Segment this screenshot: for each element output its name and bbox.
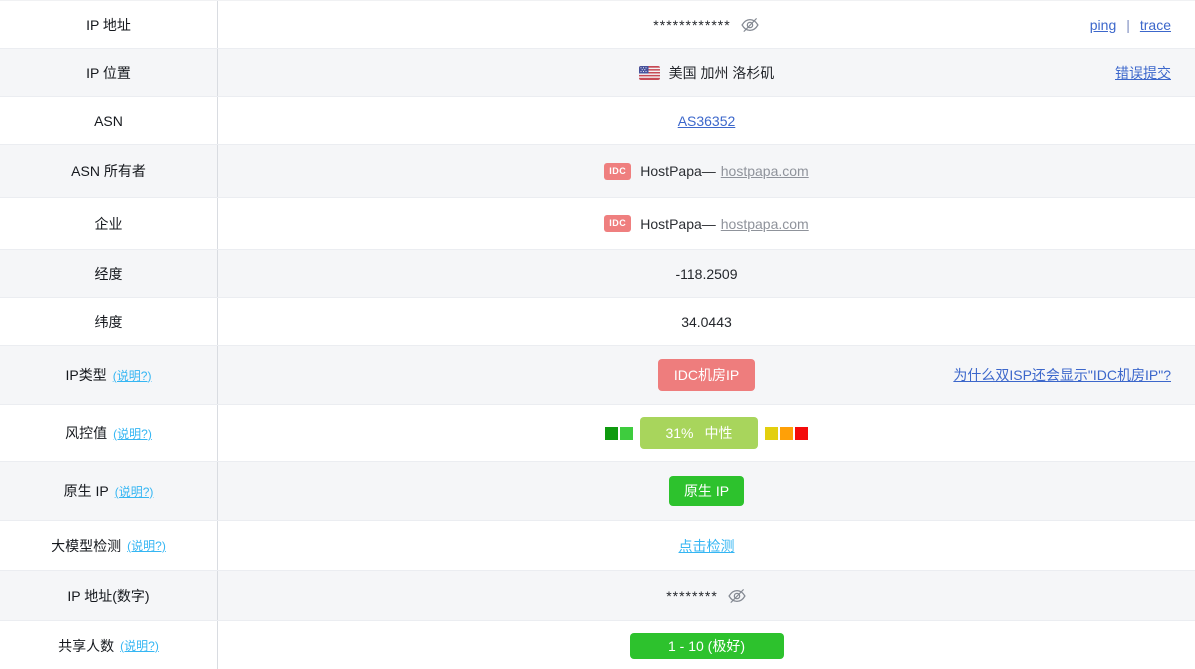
click-detect-link[interactable]: 点击检测 [678, 537, 735, 554]
masked-ip-value: ************ [653, 16, 731, 33]
row-label: IP类型 [65, 367, 107, 383]
row-value-cell: IDC HostPapa— hostpapa.com [218, 145, 1195, 197]
risk-meter: 31% 中性 [605, 417, 808, 449]
row-label: IP 地址(数字) [67, 587, 150, 604]
masked-ip-numeric-value: ******** [666, 587, 718, 604]
explain-link[interactable]: (说明?) [127, 539, 166, 553]
latitude-value: 34.0443 [681, 313, 732, 330]
ip-type-question: 为什么双ISP还会显示"IDC机房IP"? [953, 365, 1171, 385]
link-separator: | [1126, 16, 1130, 33]
row-label-cell: 经度 [0, 250, 218, 297]
row-llm-detect: 大模型检测 (说明?) 点击检测 [0, 521, 1195, 571]
risk-square-red [795, 426, 808, 440]
row-value-cell: 原生 IP [218, 462, 1195, 520]
row-label: 共享人数 [58, 637, 115, 654]
row-label: 纬度 [94, 313, 123, 330]
row-longitude: 经度 -118.2509 [0, 250, 1195, 298]
row-label: 风控值 [65, 425, 108, 441]
risk-square-orange [780, 426, 793, 440]
row-label-cell: 风控值 (说明?) [0, 405, 218, 461]
eye-off-icon[interactable] [727, 586, 747, 606]
org-name: HostPapa— [640, 163, 716, 179]
row-label-cell: IP 位置 [0, 49, 218, 96]
row-value-cell: IDC HostPapa— hostpapa.com [218, 198, 1195, 249]
explain-link[interactable]: (说明?) [120, 639, 159, 653]
row-value-cell: AS36352 [218, 97, 1195, 144]
risk-scale-high [765, 426, 808, 440]
row-label-cell: IP类型 (说明?) [0, 346, 218, 404]
risk-square-darkgreen [605, 426, 618, 440]
shared-users-badge: 1 - 10 (极好) [629, 632, 784, 659]
row-shared-users: 共享人数 (说明?) 1 - 10 (极好) [0, 621, 1195, 669]
risk-square-yellow [765, 426, 778, 440]
row-label: 原生 IP [63, 483, 109, 499]
ip-type-badge: IDC机房IP [657, 359, 756, 391]
error-report: 错误提交 [1115, 63, 1171, 83]
row-latitude: 纬度 34.0443 [0, 298, 1195, 346]
row-value-cell: ************ ping | trace [218, 1, 1195, 48]
row-risk-score: 风控值 (说明?) 31% 中性 [0, 405, 1195, 462]
row-label: 经度 [94, 265, 123, 282]
explain-link[interactable]: (说明?) [114, 484, 154, 499]
location-text: 美国 加州 洛杉矶 [668, 64, 775, 81]
risk-percent: 31% [665, 425, 694, 441]
risk-level: 中性 [704, 425, 733, 441]
row-label: ASN 所有者 [71, 163, 146, 179]
asn-link[interactable]: AS36352 [677, 112, 736, 129]
row-label-cell: ASN 所有者 [0, 145, 218, 197]
row-label-cell: IP 地址(数字) [0, 571, 218, 620]
us-flag-icon [638, 65, 660, 80]
risk-score-badge: 31% 中性 [640, 417, 758, 449]
row-label-cell: 大模型检测 (说明?) [0, 521, 218, 570]
risk-scale-low [605, 426, 633, 440]
row-value-cell: 美国 加州 洛杉矶 错误提交 [218, 49, 1195, 96]
row-ip-numeric: IP 地址(数字) ******** [0, 571, 1195, 621]
row-label-cell: 企业 [0, 198, 218, 249]
row-label-cell: 原生 IP (说明?) [0, 462, 218, 520]
row-native-ip: 原生 IP (说明?) 原生 IP [0, 462, 1195, 521]
row-value-cell: 31% 中性 [218, 405, 1195, 461]
row-label: IP 地址 [86, 16, 131, 33]
row-value-cell: 34.0443 [218, 298, 1195, 345]
risk-square-green [620, 426, 633, 440]
row-value-cell: IDC机房IP 为什么双ISP还会显示"IDC机房IP"? [218, 346, 1195, 404]
row-label-cell: 纬度 [0, 298, 218, 345]
row-company: 企业 IDC HostPapa— hostpapa.com [0, 198, 1195, 250]
row-label-cell: 共享人数 (说明?) [0, 621, 218, 669]
idc-badge: IDC [604, 215, 632, 232]
why-idc-link[interactable]: 为什么双ISP还会显示"IDC机房IP"? [953, 367, 1171, 383]
org-website-link[interactable]: hostpapa.com [720, 163, 809, 179]
row-label: ASN [94, 112, 123, 129]
org-website-link[interactable]: hostpapa.com [720, 215, 809, 232]
trace-link[interactable]: trace [1139, 16, 1171, 33]
explain-link[interactable]: (说明?) [112, 368, 152, 383]
row-ip-location: IP 位置 美国 加州 洛杉矶 [0, 49, 1195, 97]
native-ip-badge: 原生 IP [668, 476, 745, 506]
row-value-cell: ******** [218, 571, 1195, 620]
org-name: HostPapa— [640, 215, 716, 232]
row-value-cell: -118.2509 [218, 250, 1195, 297]
row-label-cell: ASN [0, 97, 218, 144]
row-label: 大模型检测 [51, 537, 122, 554]
ping-link[interactable]: ping [1089, 16, 1117, 33]
row-value-cell: 1 - 10 (极好) [218, 621, 1195, 669]
row-asn: ASN AS36352 [0, 97, 1195, 145]
eye-off-icon[interactable] [740, 15, 760, 35]
row-label: IP 位置 [86, 64, 131, 81]
row-label-cell: IP 地址 [0, 1, 218, 48]
row-label: 企业 [94, 215, 123, 232]
location-value: 美国 加州 洛杉矶 [638, 63, 775, 83]
explain-link[interactable]: (说明?) [113, 426, 152, 441]
row-ip-address: IP 地址 ************ ping | trace [0, 1, 1195, 49]
row-asn-owner: ASN 所有者 IDC HostPapa— hostpapa.com [0, 145, 1195, 198]
row-value-cell: 点击检测 [218, 521, 1195, 570]
longitude-value: -118.2509 [675, 265, 738, 282]
row-ip-type: IP类型 (说明?) IDC机房IP 为什么双ISP还会显示"IDC机房IP"? [0, 346, 1195, 405]
idc-badge: IDC [604, 162, 632, 180]
error-report-link[interactable]: 错误提交 [1115, 64, 1171, 81]
ip-tools: ping | trace [1090, 17, 1171, 33]
